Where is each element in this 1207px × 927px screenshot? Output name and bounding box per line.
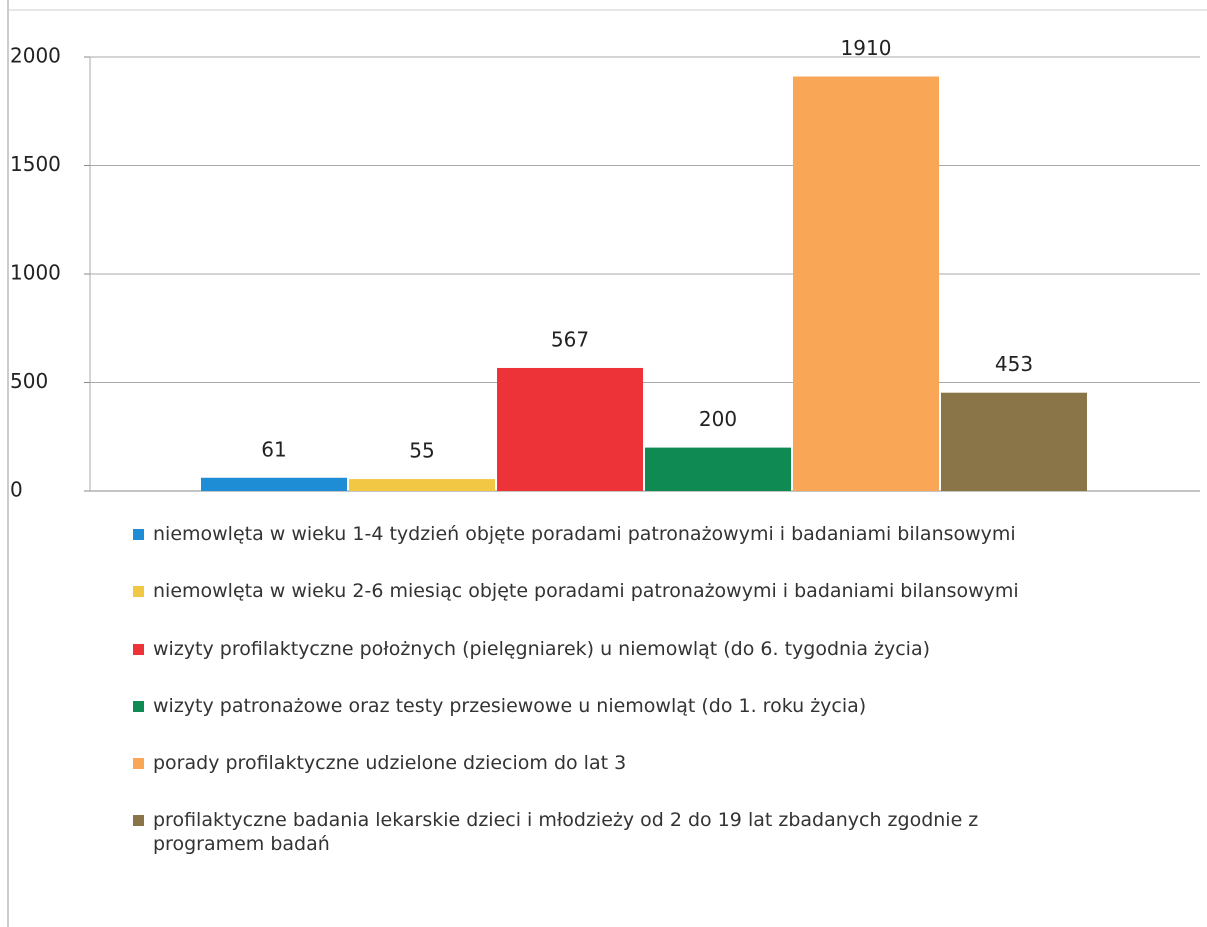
legend-swatch [133, 529, 144, 540]
y-tick-label: 1500 [10, 152, 61, 176]
bar [941, 392, 1087, 491]
y-tick-label: 500 [10, 369, 48, 393]
legend-label: niemowlęta w wieku 1-4 tydzień objęte po… [153, 523, 1016, 545]
legend-label: niemowlęta w wieku 2-6 miesiąc objęte po… [153, 580, 1019, 602]
legend-label: profilaktyczne badania lekarskie dzieci … [153, 809, 979, 855]
bar [201, 477, 347, 491]
legend-item: wizyty profilaktyczne położnych (pielęgn… [133, 637, 1033, 661]
legend-swatch [133, 586, 144, 597]
legend-swatch [133, 815, 144, 826]
legend-label: wizyty patronażowe oraz testy przesiewow… [153, 695, 867, 717]
legend-label: porady profilaktyczne udzielone dzieciom… [153, 752, 627, 774]
legend-swatch [133, 644, 144, 655]
value-label: 200 [699, 407, 737, 431]
bar [645, 447, 791, 491]
y-tick-label: 0 [10, 478, 23, 502]
value-label: 61 [261, 437, 286, 461]
legend-item: profilaktyczne badania lekarskie dzieci … [133, 808, 1033, 856]
value-label: 567 [551, 327, 589, 351]
legend-item: porady profilaktyczne udzielone dzieciom… [133, 751, 1033, 775]
y-tick-label: 2000 [10, 44, 61, 68]
bar [793, 76, 939, 491]
legend-swatch [133, 758, 144, 769]
value-label: 55 [409, 439, 434, 463]
bar [497, 367, 643, 491]
legend-swatch [133, 701, 144, 712]
legend-item: niemowlęta w wieku 1-4 tydzień objęte po… [133, 522, 1033, 546]
value-label: 453 [995, 352, 1033, 376]
bar [349, 479, 495, 491]
value-label: 1910 [841, 36, 892, 60]
legend-label: wizyty profilaktyczne położnych (pielęgn… [153, 638, 931, 660]
y-tick-label: 1000 [10, 261, 61, 285]
legend-item: wizyty patronażowe oraz testy przesiewow… [133, 694, 1033, 718]
legend-item: niemowlęta w wieku 2-6 miesiąc objęte po… [133, 579, 1033, 603]
